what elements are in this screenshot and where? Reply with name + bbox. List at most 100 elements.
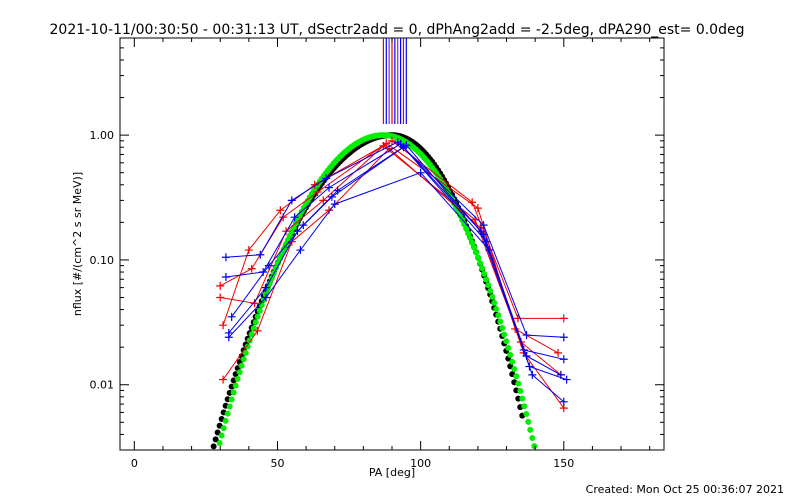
data-point [219,321,228,330]
model-curve-dot [529,434,536,441]
model-curve-dot [467,234,474,241]
model-curve-dot [465,230,472,237]
data-point [388,136,396,145]
model-curve-dot [244,343,251,350]
model-curve-dot [224,410,231,417]
model-curve-dot [220,425,227,432]
model-curve-dot [477,260,484,267]
data-point [322,174,331,183]
x-axis: 0 50 100 150 [131,38,651,470]
x-tick-label: 100 [410,457,431,470]
series-line [225,141,564,338]
x-axis-label: PA [deg] [369,466,415,479]
model-curve-dot [495,312,502,319]
x-tick-label: 0 [131,457,138,470]
vertical-markers [382,38,407,124]
model-curve-dot [258,302,265,309]
model-curve-dot [481,270,488,277]
model-curve-dot [519,395,526,402]
model-curve-dot [525,418,532,425]
series-line [219,142,559,354]
model-curve-dot [487,287,494,294]
series-line [220,145,562,376]
data-point [221,253,230,262]
model-curve-dot [507,351,514,358]
model-curve-dot [252,319,259,326]
data-point [319,196,328,205]
series-line [228,172,565,403]
data-point [479,230,488,239]
model-curve-dot [236,369,243,376]
data-point [299,221,308,230]
data-point [262,283,271,292]
data-point [559,355,568,364]
y-tick-label: 0.10 [90,254,115,267]
model-curve-dot [232,382,239,389]
model-curve-dot [483,276,490,283]
data-point [402,141,411,150]
model-curve-dot [499,324,506,331]
model-curve-dot [210,443,217,450]
data-point [554,348,563,357]
model-curve-dot [242,349,249,356]
series-line [228,146,567,381]
model-curve-dot [250,325,257,332]
model-curve-dot [266,280,273,287]
model-curve-dot [515,380,522,387]
model-curve-dot [489,293,496,300]
data-point [528,370,537,379]
data-point [325,206,334,215]
model-curve-dot [475,254,482,261]
model-curve-dot [216,440,223,447]
model-curve-dot [497,318,504,325]
model-curve-dot [248,331,255,338]
model-curve-dot [471,244,478,251]
model-curve-dot [463,225,470,232]
model-curve-dot [469,239,476,246]
model-curve-dot [523,410,530,417]
data-point [330,200,339,209]
data-point [559,397,568,406]
data-point [221,272,230,281]
data-point [282,227,291,236]
data-series [216,136,571,413]
data-point [216,293,225,302]
chart-title: 2021-10-11/00:30:50 - 00:31:13 UT, dSect… [50,22,745,38]
data-point [276,206,285,215]
model-curve-dot [509,358,516,365]
data-point [522,331,531,340]
data-point [256,250,265,259]
data-point [287,196,296,205]
y-tick-label: 1.00 [90,129,115,142]
model-curve-dot [513,373,520,380]
model-curve-dot [226,403,233,410]
data-point [262,293,271,302]
data-point [224,333,233,342]
model-curve-dot [511,366,518,373]
model-curve-dot [479,265,486,272]
x-tick-label: 50 [270,457,284,470]
data-point [479,221,488,230]
data-point [562,375,571,384]
model-curve-dot [485,282,492,289]
data-point [559,333,568,342]
model-curve-dot [521,403,528,410]
data-point [296,246,305,255]
model-curve-dot [230,389,237,396]
model-curve-dot [531,443,538,450]
model-curve-dot [228,396,235,403]
data-point [416,168,425,177]
series-line [225,143,564,360]
model-curve-dot [473,249,480,256]
data-point [333,186,342,195]
model-curve-dot [212,436,219,443]
data-point [556,370,565,379]
series-line [222,147,565,409]
data-point [250,299,259,308]
y-axis: 0.01 0.10 1.00 [90,37,664,451]
y-tick-label: 0.01 [90,379,115,392]
model-curve-dot [238,362,245,369]
y-axis-label: nflux [#/(cm^2 s sr MeV)] [71,172,84,316]
data-point [325,183,334,192]
